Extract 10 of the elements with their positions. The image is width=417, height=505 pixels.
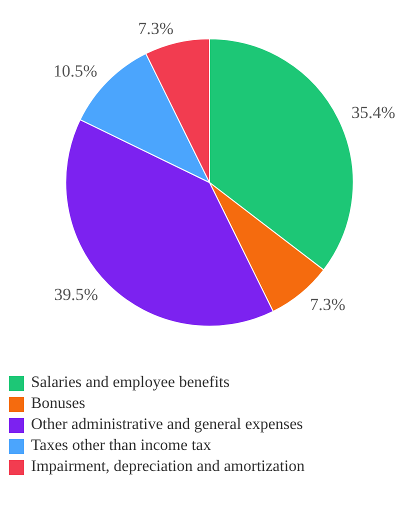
data-label: 39.5% — [54, 285, 98, 304]
data-label: 7.3% — [310, 295, 346, 314]
data-label: 35.4% — [351, 102, 396, 122]
legend-label: Salaries and employee benefits — [31, 373, 230, 393]
legend-label: Other administrative and general expenses — [31, 415, 303, 435]
legend-label: Impairment, depreciation and amortization — [31, 457, 305, 477]
data-label: 7.3% — [138, 18, 174, 38]
legend-label: Bonuses — [31, 394, 86, 414]
data-label: 10.5% — [53, 62, 98, 80]
legend-label: Taxes other than income tax — [31, 436, 212, 456]
